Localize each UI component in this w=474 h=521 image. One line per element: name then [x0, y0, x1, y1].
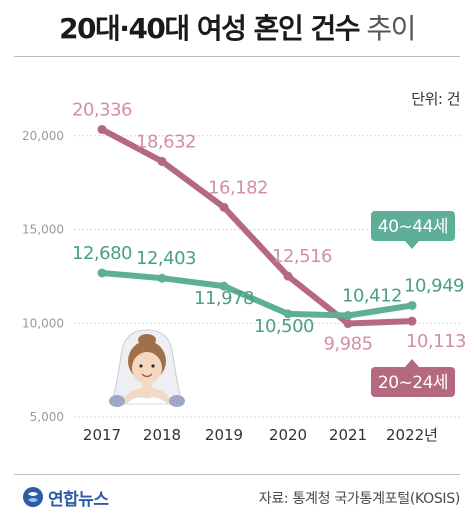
y-tick-label: 10,000 [22, 316, 64, 330]
data-point [219, 281, 229, 291]
source-note: 자료: 통계청 국가통계포털(KOSIS) [258, 491, 461, 507]
series-badge-20-24: 20~24세 [371, 359, 455, 397]
badge-pointer [405, 241, 419, 249]
data-point [343, 311, 353, 321]
x-tick-label: 2018 [143, 426, 181, 444]
badge-box [371, 367, 455, 397]
yonhap-logo-icon [23, 487, 43, 507]
series-line-40-44 [99, 270, 415, 319]
grid-lines [74, 135, 462, 418]
data-label: 20,336 [72, 99, 132, 120]
y-tick-label: 5,000 [30, 410, 64, 424]
data-label: 10,500 [254, 316, 314, 337]
badge-pointer [405, 359, 419, 367]
footer-divider [14, 474, 460, 475]
logo-text: 연합뉴스 [48, 489, 109, 510]
series-points [97, 124, 417, 329]
x-tick-label: 2020 [269, 426, 307, 444]
data-point [343, 319, 353, 329]
badge-box [371, 211, 455, 241]
y-tick-label: 15,000 [22, 223, 64, 237]
data-point [283, 309, 293, 319]
chart-title: 20대·40대 여성 혼인 건수 추이 [0, 12, 474, 46]
data-label: 10,412 [342, 286, 402, 307]
badge-label: 40~44세 [378, 217, 448, 237]
data-point [283, 271, 293, 281]
y-tick-label: 20,000 [22, 129, 64, 143]
data-point [407, 300, 417, 310]
data-point [157, 156, 167, 166]
yonhap-logo: 연합뉴스 [22, 484, 109, 510]
series-badge-40-44: 40~44세 [371, 211, 455, 249]
title-main: 20대·40대 여성 혼인 건수 [59, 12, 360, 45]
data-label: 16,182 [208, 177, 268, 198]
unit-label: 단위: 건 [411, 90, 460, 108]
data-point [157, 273, 167, 283]
data-point [407, 316, 417, 326]
data-label: 11,978 [194, 288, 254, 309]
x-tick-label: 2017 [83, 426, 121, 444]
title-divider [14, 56, 460, 57]
data-label: 12,680 [72, 243, 132, 264]
data-label: 12,516 [272, 246, 332, 267]
data-point [97, 268, 107, 278]
data-label: 9,985 [323, 334, 372, 355]
series-line-20-24 [99, 126, 415, 327]
data-point [219, 202, 229, 212]
data-label: 10,113 [406, 331, 466, 352]
series-lines [99, 126, 415, 327]
x-tick-label: 2022년 [386, 426, 438, 444]
series-badges: 40~44세 20~24세 [371, 211, 455, 397]
data-label: 18,632 [136, 131, 196, 152]
title-suffix: 추이 [366, 12, 416, 45]
bride-illustration [109, 329, 185, 407]
y-axis: 5,000 10,000 15,000 20,000 [22, 129, 64, 424]
data-label: 12,403 [136, 248, 196, 269]
badge-label: 20~24세 [378, 373, 448, 393]
x-tick-label: 2021 [329, 426, 367, 444]
data-label: 10,949 [404, 275, 464, 296]
x-axis: 2017 2018 2019 2020 2021 2022년 [83, 426, 438, 444]
data-point [97, 124, 107, 134]
x-tick-label: 2019 [205, 426, 243, 444]
